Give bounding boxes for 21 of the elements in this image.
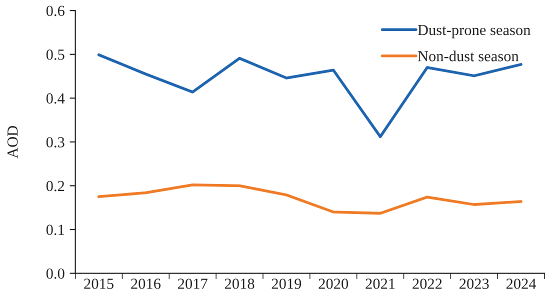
x-tick-label: 2017 (178, 278, 208, 289)
x-tick-label: 2019 (272, 278, 302, 289)
x-tick-label: 2016 (131, 278, 161, 289)
y-tick-label: 0.0 (46, 268, 64, 279)
x-tick-label: 2015 (84, 278, 114, 289)
x-tick-label: 2024 (506, 278, 536, 289)
x-tick-label: 2022 (412, 278, 442, 289)
x-tick-label: 2018 (224, 278, 254, 289)
x-tick-label: 2023 (460, 278, 489, 289)
legend-label: Dust-prone season (418, 25, 531, 38)
x-tick-label: 2021 (366, 278, 395, 289)
y-tick-label: 0.2 (46, 180, 64, 192)
y-tick-label: 0.3 (46, 137, 64, 148)
x-tick-label: 2020 (318, 278, 348, 289)
y-axis-title: AOD (7, 126, 18, 158)
legend-label: Non-dust season (418, 50, 519, 62)
y-tick-label: 0.4 (46, 93, 65, 104)
line-series (97, 183, 522, 215)
y-tick-label: 0.6 (46, 6, 64, 16)
y-tick-label: 0.1 (46, 224, 64, 236)
y-tick-label: 0.5 (46, 50, 64, 60)
